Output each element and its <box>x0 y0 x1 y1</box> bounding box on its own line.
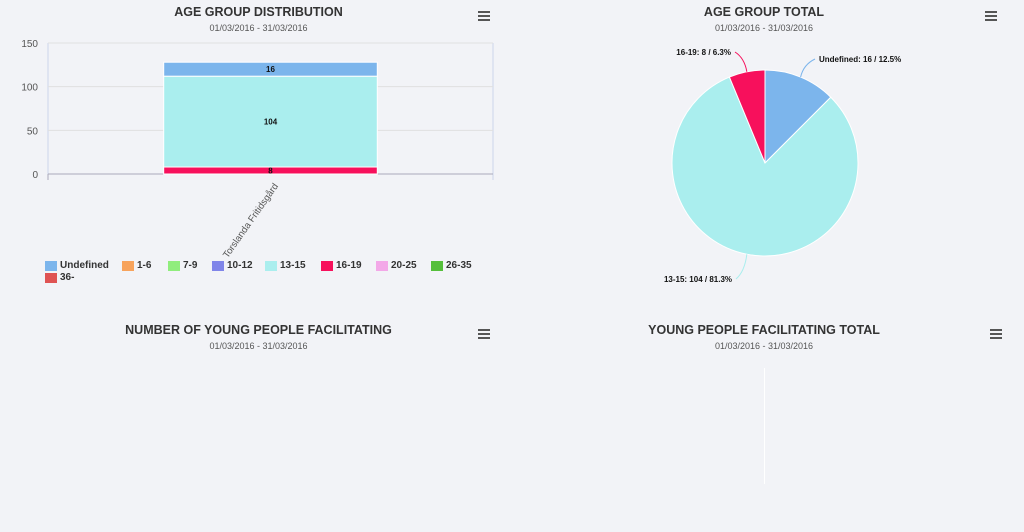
chart-title: AGE GROUP DISTRIBUTION <box>174 5 343 19</box>
age-distribution-panel: AGE GROUP DISTRIBUTION 01/03/2016 - 31/0… <box>0 0 512 300</box>
legend-label: 10-12 <box>227 260 253 271</box>
age-total-panel: AGE GROUP TOTAL 01/03/2016 - 31/03/2016 … <box>512 0 1024 300</box>
pie-slice-13-15[interactable] <box>671 76 859 257</box>
legend-label: 13-15 <box>280 260 306 271</box>
chart-subtitle: 01/03/2016 - 31/03/2016 <box>714 23 814 33</box>
legend-label: Undefined <box>60 260 109 271</box>
legend-label: 16-19 <box>336 260 362 271</box>
bar-segment-13-15[interactable] <box>163 75 378 168</box>
hamburger-menu-icon[interactable] <box>987 326 1007 344</box>
pie-connector <box>800 58 816 78</box>
y-tick-label: 0 <box>32 170 38 181</box>
legend-label: 7-9 <box>183 260 198 271</box>
pie-connector <box>734 51 748 72</box>
chart-title: NUMBER OF YOUNG PEOPLE FACILITATING <box>125 323 392 337</box>
hamburger-menu-icon[interactable] <box>982 8 1002 26</box>
chart-title: YOUNG PEOPLE FACILITATING TOTAL <box>648 323 880 337</box>
legend-swatch <box>265 261 277 271</box>
legend-swatch <box>168 261 180 271</box>
hamburger-menu-icon[interactable] <box>475 8 495 26</box>
legend-swatch <box>376 261 388 271</box>
legend-label: 26-35 <box>446 260 472 271</box>
bar-segment-undefined[interactable] <box>163 61 378 77</box>
young-people-facilitating-panel: NUMBER OF YOUNG PEOPLE FACILITATING 01/0… <box>0 318 512 532</box>
legend-label: 1-6 <box>137 260 152 271</box>
pie-connector <box>735 254 748 280</box>
chart-subtitle: 01/03/2016 - 31/03/2016 <box>209 341 308 351</box>
chart-subtitle: 01/03/2016 - 31/03/2016 <box>209 23 308 33</box>
y-tick-label: 100 <box>21 83 38 94</box>
legend-label: 20-25 <box>391 260 417 271</box>
legend-label: 36- <box>60 272 75 283</box>
legend-swatch <box>321 261 333 271</box>
chart-subtitle: 01/03/2016 - 31/03/2016 <box>714 341 814 351</box>
data-label: 16 <box>266 65 275 74</box>
legend-swatch <box>212 261 224 271</box>
y-tick-label: 150 <box>21 39 38 50</box>
empty-pie-line <box>764 368 765 484</box>
chart-legend: Undefined 1-6 7-9 10-12 13-15 16-19 20-25 26-35… <box>0 0 512 300</box>
pie-data-label: 13-15: 104 / 81.3% <box>664 275 732 284</box>
legend-swatch <box>431 261 443 271</box>
pie-chart: Undefined: 16 / 12.5% 13-15: 104 / 81.3% 1… <box>664 48 901 284</box>
legend-swatch <box>122 261 134 271</box>
legend-swatch <box>45 261 57 271</box>
pie-data-label: Undefined: 16 / 12.5% <box>819 55 901 64</box>
legend-swatch <box>45 273 57 283</box>
pie-data-label: 16-19: 8 / 6.3% <box>676 48 731 57</box>
young-people-facilitating-total-panel: YOUNG PEOPLE FACILITATING TOTAL 01/03/20… <box>512 318 1024 532</box>
chart-title: AGE GROUP TOTAL <box>703 5 825 19</box>
data-label: 104 <box>264 118 278 127</box>
pie-slice-16-19[interactable] <box>728 69 766 164</box>
hamburger-menu-icon[interactable] <box>475 326 495 344</box>
y-tick-label: 50 <box>27 126 39 137</box>
data-label: 8 <box>268 167 273 176</box>
